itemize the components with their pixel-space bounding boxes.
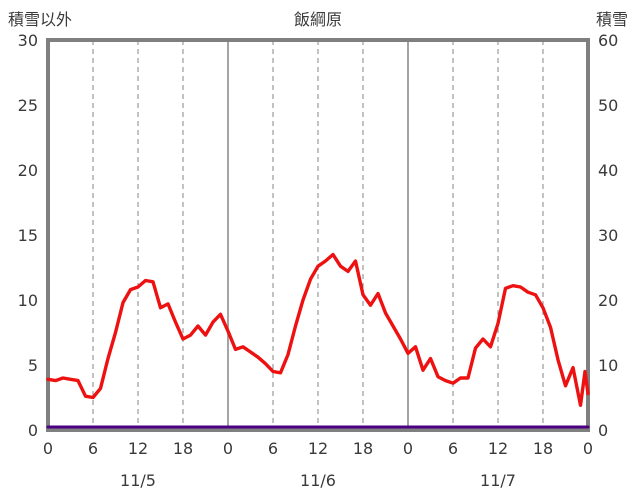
left-axis-title: 積雪以外 bbox=[8, 10, 73, 29]
y-left-tick-label: 30 bbox=[18, 31, 38, 50]
x-day-label: 11/5 bbox=[120, 471, 156, 490]
x-tick-label: 18 bbox=[533, 439, 553, 458]
x-day-label: 11/7 bbox=[480, 471, 516, 490]
chart-header: 積雪以外 飯綱原 積雪 bbox=[8, 6, 628, 30]
x-tick-label: 0 bbox=[43, 439, 53, 458]
y-right-tick-label: 20 bbox=[598, 291, 618, 310]
y-right-tick-label: 50 bbox=[598, 96, 618, 115]
chart-title: 飯綱原 bbox=[293, 10, 342, 29]
y-left-tick-label: 0 bbox=[28, 421, 38, 440]
y-right-tick-label: 10 bbox=[598, 356, 618, 375]
x-tick-label: 0 bbox=[223, 439, 233, 458]
y-right-tick-label: 60 bbox=[598, 31, 618, 50]
x-tick-label: 18 bbox=[173, 439, 193, 458]
y-left-tick-label: 20 bbox=[18, 161, 38, 180]
x-tick-label: 12 bbox=[308, 439, 328, 458]
y-left-tick-label: 10 bbox=[18, 291, 38, 310]
x-tick-label: 12 bbox=[488, 439, 508, 458]
y-right-tick-label: 40 bbox=[598, 161, 618, 180]
x-tick-label: 12 bbox=[128, 439, 148, 458]
x-tick-label: 6 bbox=[88, 439, 98, 458]
plot-frame bbox=[46, 38, 590, 432]
x-tick-label: 6 bbox=[448, 439, 458, 458]
y-left-tick-label: 15 bbox=[18, 226, 38, 245]
x-tick-label: 0 bbox=[583, 439, 593, 458]
y-left-tick-label: 25 bbox=[18, 96, 38, 115]
y-left-tick-label: 5 bbox=[28, 356, 38, 375]
x-tick-label: 18 bbox=[353, 439, 373, 458]
x-tick-label: 6 bbox=[268, 439, 278, 458]
series-line-other bbox=[46, 252, 590, 407]
y-right-tick-label: 30 bbox=[598, 226, 618, 245]
y-right-tick-label: 0 bbox=[598, 421, 608, 440]
right-axis-title: 積雪 bbox=[595, 10, 628, 29]
x-day-label: 11/6 bbox=[300, 471, 336, 490]
x-tick-label: 0 bbox=[403, 439, 413, 458]
